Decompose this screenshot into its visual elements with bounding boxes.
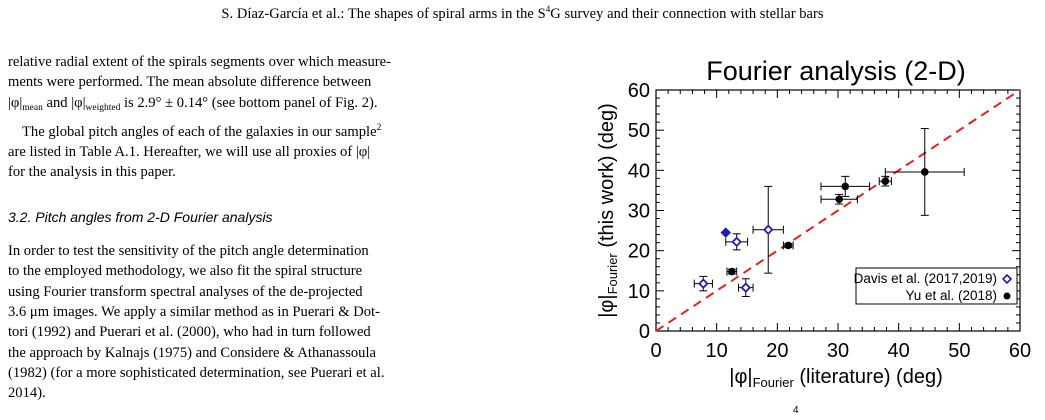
data-point-davis bbox=[762, 224, 774, 236]
header-authors: S. Díaz-García et al.: The shapes of spi… bbox=[221, 5, 546, 22]
p1-line-a: relative radial extent of the spirals se… bbox=[8, 54, 391, 70]
p3-line: (1982) (for a more sophisticated determi… bbox=[8, 364, 385, 381]
x-axis-label-rest: (literature) (deg) bbox=[794, 366, 943, 388]
paragraph-1: relative radial extent of the spirals se… bbox=[8, 52, 516, 118]
x-tick-label: 50 bbox=[948, 340, 970, 362]
y-tick-label: 40 bbox=[628, 160, 650, 182]
p3-line: 3.6 μm images. We apply a similar method… bbox=[8, 303, 380, 320]
data-point-davis bbox=[698, 278, 709, 289]
x-tick-label: 40 bbox=[888, 340, 910, 362]
data-point-yu bbox=[920, 168, 929, 176]
running-header: S. Díaz-García et al.: The shapes of spi… bbox=[0, 4, 1045, 23]
legend-marker-davis bbox=[1001, 273, 1013, 285]
legend-label: Yu et al. (2018) bbox=[905, 288, 997, 303]
p3-line: 2014). bbox=[8, 385, 46, 402]
header-rest: G survey and their connection with stell… bbox=[550, 5, 824, 22]
header-sup: 4 bbox=[545, 4, 551, 14]
legend-box bbox=[855, 267, 1018, 305]
p3-line: tori (1992) and Puerari et al. (2000), w… bbox=[8, 324, 371, 341]
y-tick-label: 50 bbox=[628, 120, 650, 142]
p3-line: the approach by Kalnajs (1975) and Consi… bbox=[8, 344, 376, 361]
data-point-davis bbox=[740, 282, 752, 293]
y-tick-label: 20 bbox=[628, 241, 650, 263]
x-tick-label: 10 bbox=[706, 340, 728, 362]
p1-rest: is 2.9° ± 0.14° (see bottom panel of Fig… bbox=[120, 94, 378, 111]
data-point-yu bbox=[784, 241, 793, 250]
x-axis-label: |φ|Fourier (literature) (deg) bbox=[729, 366, 942, 390]
p1-line-b: ments were performed. The mean absolute … bbox=[8, 74, 372, 91]
p1-phi-2: and |φ| bbox=[42, 94, 86, 111]
y-tick-label: 10 bbox=[628, 281, 650, 303]
data-point-yu bbox=[728, 267, 736, 276]
data-point-yu bbox=[841, 182, 850, 191]
y-tick-label: 60 bbox=[628, 80, 650, 102]
x-tick-label: 60 bbox=[1009, 340, 1031, 362]
y-axis-label-rest: (this work) (deg) bbox=[596, 103, 618, 253]
fig-fragment: 4 bbox=[793, 405, 799, 415]
p3-line: to the employed methodology, we also fit… bbox=[8, 263, 363, 280]
text-column: relative radial extent of the spirals se… bbox=[8, 52, 516, 403]
paragraph-3: In order to test the sensitivity of the … bbox=[8, 241, 516, 403]
p1-phi-1: |φ| bbox=[8, 94, 23, 111]
chart-title: Fourier analysis (2-D) bbox=[706, 56, 966, 86]
one-to-one-line bbox=[655, 89, 1021, 332]
y-tick-label: 0 bbox=[639, 321, 650, 343]
p2-line-c: for the analysis in this paper. bbox=[8, 164, 176, 181]
data-point-yu bbox=[881, 177, 890, 185]
data-point-davis bbox=[731, 236, 742, 248]
x-axis-label-sub: Fourier bbox=[753, 375, 795, 390]
y-axis-label: |φ|Fourier (this work) (deg) bbox=[596, 103, 620, 318]
p1-sub-mean: mean bbox=[22, 102, 43, 113]
p3-line: In order to test the sensitivity of the … bbox=[8, 243, 369, 260]
x-tick-label: 0 bbox=[650, 340, 661, 362]
x-tick-label: 30 bbox=[827, 340, 849, 362]
p2-line-a: The global pitch angles of each of the g… bbox=[22, 123, 377, 140]
paragraph-2: The global pitch angles of each of the g… bbox=[8, 118, 516, 183]
x-axis-label-main: |φ| bbox=[729, 366, 752, 388]
section-title: 3.2. Pitch angles from 2-D Fourier analy… bbox=[8, 208, 273, 225]
data-point-davis bbox=[720, 227, 732, 238]
y-tick-label: 30 bbox=[628, 201, 650, 223]
y-axis-label-sub: Fourier bbox=[605, 253, 620, 295]
p1-sub-weighted: weighted bbox=[85, 102, 121, 113]
x-tick-label: 20 bbox=[766, 340, 788, 362]
data-point-yu bbox=[835, 195, 844, 204]
y-axis-label-main: |φ| bbox=[596, 294, 618, 317]
legend-label: Davis et al. (2017,2019) bbox=[854, 271, 997, 286]
legend-marker-yu bbox=[1003, 292, 1011, 300]
p3-line: using Fourier transform spectral analyse… bbox=[8, 283, 363, 300]
p2-footnote-mark: 2 bbox=[376, 122, 382, 133]
p2-line-b: are listed in Table A.1. Hereafter, we w… bbox=[8, 144, 371, 161]
